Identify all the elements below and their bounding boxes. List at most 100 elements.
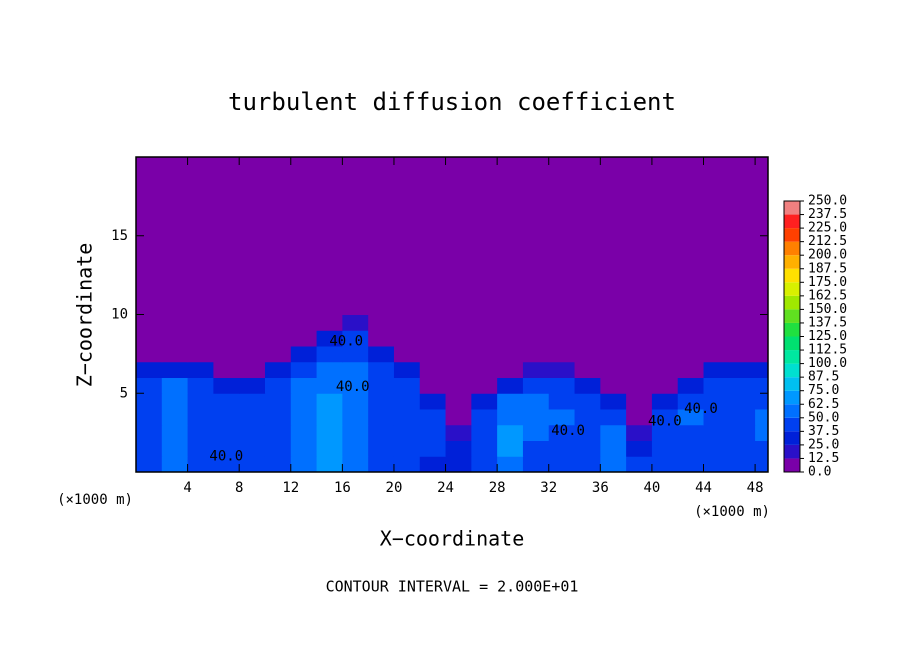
field-cell <box>342 409 369 426</box>
field-cell <box>651 456 679 473</box>
field-cell <box>264 361 292 378</box>
x-unit-label: (×1000 m) <box>57 492 133 508</box>
field-cell <box>213 361 240 378</box>
field-cell <box>264 440 292 457</box>
field-cell <box>393 314 421 331</box>
field-cell <box>600 440 627 457</box>
field-cell <box>677 377 705 394</box>
field-cell <box>368 346 395 363</box>
field-cell <box>574 377 601 394</box>
field-cell <box>316 157 343 315</box>
x-tick-label: 16 <box>334 480 351 496</box>
field-cell <box>497 346 524 363</box>
field-cell <box>393 157 421 315</box>
field-cell <box>729 409 756 426</box>
field-cell <box>264 346 292 363</box>
field-cell <box>239 409 266 426</box>
field-cell <box>368 361 395 378</box>
field-cell <box>548 456 576 473</box>
field-cell <box>677 440 705 457</box>
field-cell <box>626 440 653 457</box>
field-cell <box>729 314 756 331</box>
field-cell <box>264 314 292 331</box>
field-cell <box>290 440 318 457</box>
field-cell <box>677 409 705 426</box>
field-cell <box>703 393 730 410</box>
field-cell <box>239 314 266 331</box>
field-cell <box>290 424 318 441</box>
field-cell <box>161 377 189 394</box>
colorbar-swatch <box>784 214 800 229</box>
colorbar-label: 225.0 <box>808 221 847 236</box>
field-cell <box>522 393 550 410</box>
field-cell <box>574 330 601 347</box>
field-cell <box>651 424 679 441</box>
field-cell <box>187 456 214 473</box>
field-cell <box>393 409 421 426</box>
field-cell <box>651 440 679 457</box>
field-cell <box>626 361 653 378</box>
field-cell <box>445 440 472 457</box>
colorbar-label: 150.0 <box>808 302 847 317</box>
field-cell <box>471 346 498 363</box>
field-cell <box>626 346 653 363</box>
field-cell <box>626 409 653 426</box>
field-cell <box>677 361 705 378</box>
field-cell <box>368 377 395 394</box>
field-cell <box>703 409 730 426</box>
field-cell <box>548 330 576 347</box>
field-cell <box>471 330 498 347</box>
field-cell <box>445 346 472 363</box>
colorbar-swatch <box>784 255 800 269</box>
field-cell <box>703 157 730 315</box>
field-cell <box>187 377 214 394</box>
field-cell <box>136 314 163 331</box>
x-tick-label: 40 <box>643 480 660 496</box>
field-cell <box>574 424 601 441</box>
field-cell <box>471 361 498 378</box>
field-cell <box>342 440 369 457</box>
field-cell <box>497 314 524 331</box>
colorbar-swatch <box>784 295 800 310</box>
colorbar-swatch <box>784 322 800 337</box>
field-cell <box>677 330 705 347</box>
field-cell <box>316 377 343 394</box>
colorbar-swatch <box>784 268 800 283</box>
field-cell <box>471 314 498 331</box>
field-cell <box>548 361 576 378</box>
field-cell <box>522 361 550 378</box>
field-cell <box>626 330 653 347</box>
field-cell <box>522 330 550 347</box>
chart-title: turbulent diffusion coefficient <box>228 88 676 116</box>
field-cell <box>729 440 756 457</box>
field-cell <box>316 393 343 410</box>
footnote: CONTOUR INTERVAL = 2.000E+01 <box>326 578 579 596</box>
field-cell <box>445 456 472 473</box>
field-cell <box>703 377 730 394</box>
field-cell <box>574 314 601 331</box>
field-cell <box>445 377 472 394</box>
colorbar-label: 125.0 <box>808 329 847 344</box>
field-cell <box>703 424 730 441</box>
colorbar-label: 37.5 <box>808 424 839 439</box>
field-cell <box>626 393 653 410</box>
field-cell <box>574 440 601 457</box>
field-cell <box>497 330 524 347</box>
field-cell <box>368 157 395 315</box>
field-cell <box>419 377 447 394</box>
field-cell <box>522 314 550 331</box>
field-cell <box>136 330 163 347</box>
field-cell <box>393 346 421 363</box>
field-cell <box>316 440 343 457</box>
field-cell <box>651 409 679 426</box>
field-cell <box>677 393 705 410</box>
colorbar-label: 162.5 <box>808 288 847 303</box>
field-cell <box>187 393 214 410</box>
field-cell <box>548 157 576 315</box>
field-cell <box>419 361 447 378</box>
x-tick-label: 44 <box>695 480 712 496</box>
x-tick-label: 12 <box>282 480 299 496</box>
field-cell <box>161 314 189 331</box>
field-cell <box>600 409 627 426</box>
field-cell <box>239 346 266 363</box>
